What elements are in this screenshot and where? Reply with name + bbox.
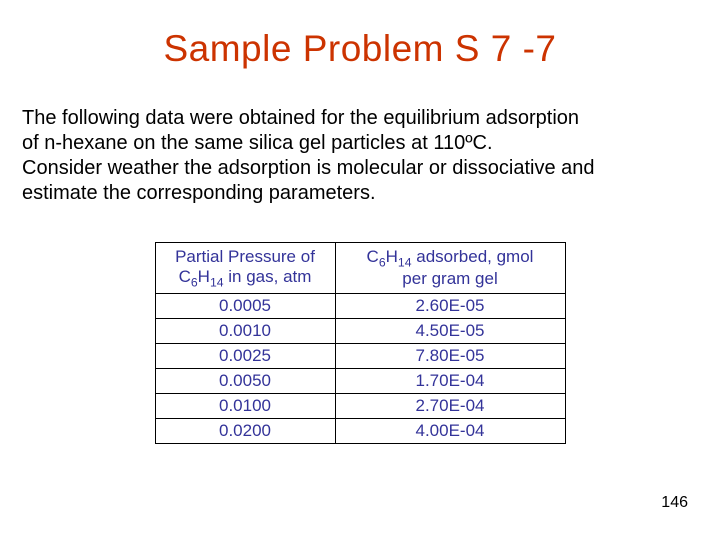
cell-pressure: 0.0025: [155, 344, 335, 369]
cell-adsorbed: 1.70E-04: [335, 369, 565, 394]
cell-pressure: 0.0050: [155, 369, 335, 394]
table-row: 0.0005 2.60E-05: [155, 294, 565, 319]
header1-sub-6: 6: [191, 275, 198, 289]
header1-formula-c: C: [179, 267, 191, 286]
header2-sub-6: 6: [379, 255, 386, 269]
table-body: 0.0005 2.60E-05 0.0010 4.50E-05 0.0025 7…: [155, 294, 565, 444]
cell-adsorbed: 2.70E-04: [335, 394, 565, 419]
table-row: 0.0050 1.70E-04: [155, 369, 565, 394]
body-line-4: estimate the corresponding parameters.: [22, 181, 696, 206]
cell-pressure: 0.0100: [155, 394, 335, 419]
problem-statement: The following data were obtained for the…: [0, 88, 720, 206]
cell-adsorbed: 4.50E-05: [335, 319, 565, 344]
body-line-1: The following data were obtained for the…: [22, 106, 696, 131]
page-number: 146: [661, 494, 688, 512]
cell-pressure: 0.0005: [155, 294, 335, 319]
cell-adsorbed: 2.60E-05: [335, 294, 565, 319]
header2-formula-h: H: [386, 247, 398, 266]
table-row: 0.0025 7.80E-05: [155, 344, 565, 369]
header2-sub-14: 14: [398, 255, 412, 269]
header1-formula-h: H: [198, 267, 210, 286]
table-header-row: Partial Pressure of C6H14 in gas, atm C6…: [155, 243, 565, 294]
table-row: 0.0100 2.70E-04: [155, 394, 565, 419]
header1-sub-14: 14: [210, 275, 224, 289]
table-header-pressure: Partial Pressure of C6H14 in gas, atm: [155, 243, 335, 294]
table-header-adsorbed: C6H14 adsorbed, gmol per gram gel: [335, 243, 565, 294]
cell-pressure: 0.0010: [155, 319, 335, 344]
slide-title: Sample Problem S 7 -7: [0, 0, 720, 88]
slide: Sample Problem S 7 -7 The following data…: [0, 0, 720, 540]
cell-adsorbed: 4.00E-04: [335, 419, 565, 444]
cell-pressure: 0.0200: [155, 419, 335, 444]
body-line-2: of n-hexane on the same silica gel parti…: [22, 131, 696, 156]
table-row: 0.0200 4.00E-04: [155, 419, 565, 444]
header1-suffix: in gas, atm: [224, 267, 312, 286]
header2-formula-c: C: [367, 247, 379, 266]
data-table: Partial Pressure of C6H14 in gas, atm C6…: [155, 242, 566, 444]
data-table-container: Partial Pressure of C6H14 in gas, atm C6…: [0, 242, 720, 444]
cell-adsorbed: 7.80E-05: [335, 344, 565, 369]
header1-line1: Partial Pressure of: [175, 247, 315, 266]
header2-line2: per gram gel: [402, 269, 497, 288]
header2-suffix: adsorbed, gmol: [412, 247, 534, 266]
table-row: 0.0010 4.50E-05: [155, 319, 565, 344]
body-line-3: Consider weather the adsorption is molec…: [22, 156, 696, 181]
